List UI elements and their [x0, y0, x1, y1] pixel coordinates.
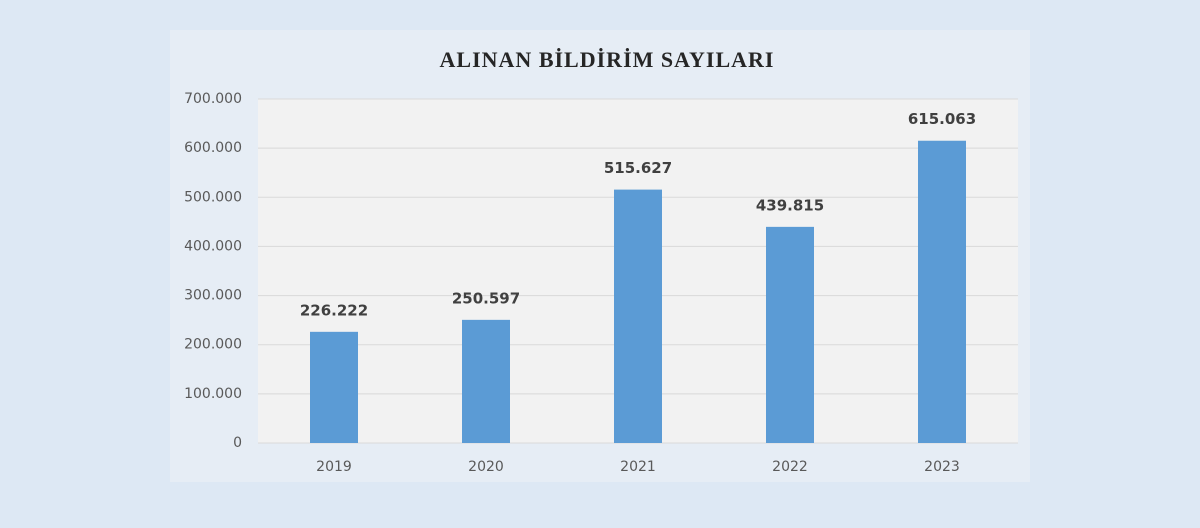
x-tick-label: 2022	[772, 459, 808, 475]
chart-title: ALINAN BİLDİRİM SAYILARI	[440, 47, 775, 72]
value-label: 226.222	[300, 301, 368, 319]
bar	[918, 140, 966, 443]
y-tick-label: 200.000	[184, 337, 242, 353]
value-label: 439.815	[756, 196, 824, 214]
value-label: 250.597	[452, 289, 520, 307]
bar	[614, 189, 662, 443]
y-tick-label: 300.000	[184, 288, 242, 304]
x-tick-label: 2021	[620, 459, 656, 475]
y-tick-label: 400.000	[184, 238, 242, 254]
x-tick-label: 2019	[316, 459, 352, 475]
x-tick-label: 2020	[468, 459, 504, 475]
bar	[462, 319, 510, 443]
value-label: 615.063	[908, 110, 976, 128]
y-tick-label: 500.000	[184, 189, 242, 205]
y-tick-label: 100.000	[184, 386, 242, 402]
value-label: 515.627	[604, 159, 672, 177]
x-tick-label: 2023	[924, 459, 960, 475]
bar	[310, 331, 358, 443]
bar	[766, 226, 814, 443]
y-tick-label: 0	[233, 435, 242, 451]
y-tick-label: 600.000	[184, 140, 242, 156]
y-tick-label: 700.000	[184, 91, 242, 107]
